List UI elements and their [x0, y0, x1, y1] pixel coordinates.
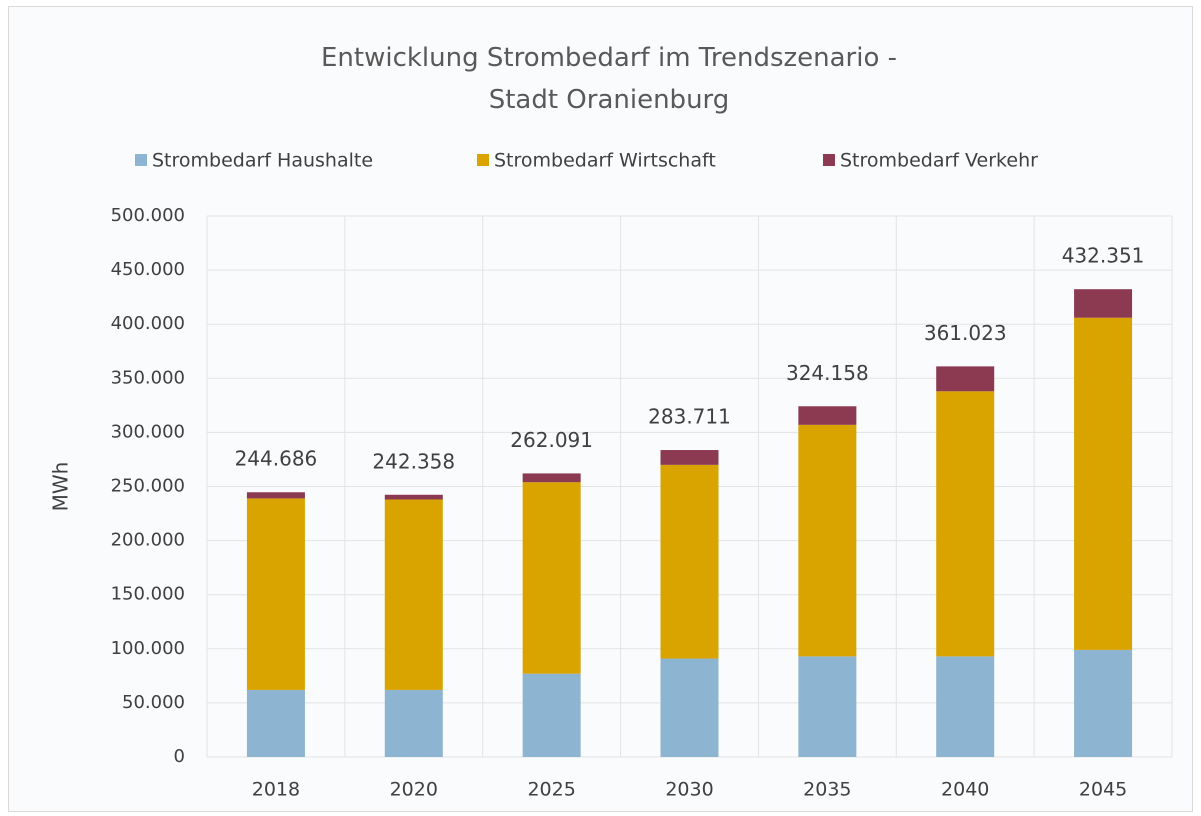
bar-segment: [936, 391, 995, 657]
total-label: 262.091: [510, 428, 593, 452]
legend-label: Strombedarf Verkehr: [840, 150, 1038, 172]
y-tick-label: 200.000: [111, 530, 185, 551]
bar-segment: [384, 499, 443, 690]
y-tick-label: 250.000: [111, 476, 185, 497]
x-tick-label: 2045: [1079, 779, 1127, 801]
bar-segment: [1074, 317, 1133, 650]
bar-segment: [1074, 649, 1133, 757]
x-tick-label: 2040: [941, 779, 989, 801]
x-tick-label: 2020: [390, 779, 438, 801]
y-tick-label: 500.000: [111, 205, 185, 226]
y-tick-label: 50.000: [122, 692, 185, 713]
y-tick-label: 300.000: [111, 421, 185, 442]
bar-segment: [660, 464, 719, 659]
y-axis-title: MWh: [49, 462, 73, 512]
bar-segment: [936, 366, 995, 392]
bar-segment: [522, 673, 581, 757]
bar-segment: [522, 473, 581, 483]
x-tick-label: 2030: [665, 779, 713, 801]
bar-segment: [936, 656, 995, 757]
y-tick-label: 0: [174, 746, 185, 767]
y-tick-label: 100.000: [111, 638, 185, 659]
bar-segment: [798, 406, 857, 425]
y-tick-label: 150.000: [111, 584, 185, 605]
total-label: 283.711: [648, 405, 731, 429]
legend-label: Strombedarf Wirtschaft: [494, 150, 716, 172]
bar-segment: [384, 689, 443, 757]
y-tick-label: 400.000: [111, 313, 185, 334]
total-label: 432.351: [1062, 244, 1145, 268]
x-tick-label: 2035: [803, 779, 851, 801]
chart-title: Entwicklung Strombedarf im Trendszenario…: [320, 43, 898, 115]
y-tick-label: 350.000: [111, 367, 185, 388]
y-tick-label: 450.000: [111, 259, 185, 280]
x-tick-label: 2025: [527, 779, 575, 801]
bar-segment: [660, 658, 719, 757]
bar-segment: [384, 494, 443, 500]
bar-segment: [246, 498, 305, 690]
total-label: 324.158: [786, 361, 869, 385]
total-label: 242.358: [372, 449, 455, 473]
bar-segment: [660, 450, 719, 465]
legend-swatch: [135, 154, 147, 166]
bar-segment: [798, 656, 857, 757]
x-tick-label: 2018: [252, 779, 300, 801]
legend-swatch: [477, 154, 489, 166]
legend-label: Strombedarf Haushalte: [152, 150, 373, 172]
bar-segment: [246, 492, 305, 499]
bar-segment: [246, 689, 305, 757]
chart-container: Entwicklung Strombedarf im Trendszenario…: [8, 6, 1193, 812]
bar-segment: [1074, 289, 1133, 318]
total-label: 244.686: [235, 447, 318, 471]
legend-swatch: [823, 154, 835, 166]
bar-segment: [798, 424, 857, 657]
bar-segment: [522, 482, 581, 674]
total-label: 361.023: [924, 321, 1007, 345]
